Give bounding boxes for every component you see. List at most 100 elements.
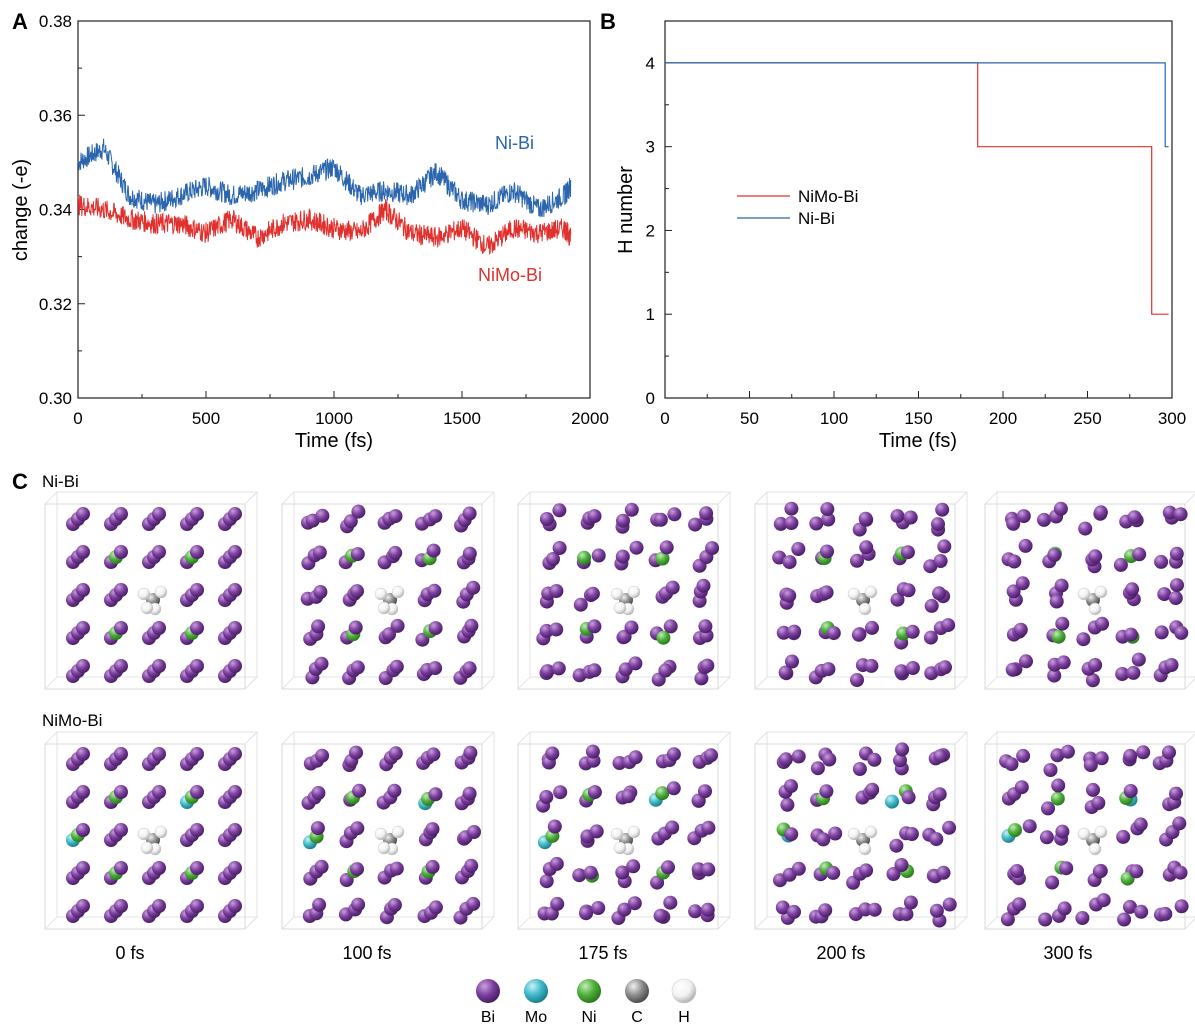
cell-edge — [481, 491, 495, 505]
atom-bi — [1045, 875, 1060, 890]
atom-bi — [699, 506, 714, 521]
atom-bi — [1154, 554, 1169, 569]
atom-bi — [152, 747, 166, 761]
snapshot-box — [754, 491, 968, 690]
cell-front — [984, 503, 1186, 690]
atom-bi — [867, 902, 882, 917]
panel-b-line-ni-bi — [665, 62, 1169, 148]
atom-bi — [809, 516, 824, 531]
atom-bi — [776, 625, 791, 640]
legend-atom-label-c: C — [631, 1009, 643, 1025]
atom-h — [377, 601, 391, 615]
atom-bi — [1094, 751, 1109, 766]
atom-bi — [539, 790, 554, 804]
cell-edge — [244, 916, 258, 930]
atom-bi — [1132, 547, 1147, 562]
atom-h — [610, 587, 624, 601]
cell-back — [529, 491, 731, 678]
atom-bi — [550, 896, 565, 911]
panel-b-series — [665, 62, 1169, 315]
atom-bi — [1115, 667, 1130, 681]
atom-bi — [661, 860, 675, 875]
snapshot-box — [281, 491, 495, 690]
atom-bi — [1131, 652, 1146, 667]
atom-bi — [552, 541, 567, 555]
atom-ni — [1051, 629, 1066, 644]
atom-bi — [886, 867, 901, 881]
atom-bi — [704, 748, 718, 763]
atom-bi — [190, 545, 204, 559]
atom-bi — [350, 584, 364, 599]
atom-bi — [923, 559, 938, 574]
atom-bi — [924, 598, 939, 613]
atom-bi — [228, 583, 242, 597]
cell-edge — [717, 491, 731, 505]
atom-bi — [428, 509, 443, 524]
atom-bi — [463, 745, 478, 760]
atom-bi — [865, 620, 879, 635]
atom-bi — [1085, 673, 1100, 688]
atom-bi — [850, 553, 864, 568]
atom-bi — [865, 782, 880, 797]
legend-atom-h — [671, 978, 697, 1004]
cell-edge — [717, 916, 731, 930]
panel-b-xtick-label: 50 — [740, 409, 759, 428]
atom-bi — [658, 663, 673, 678]
atom-bi — [929, 832, 944, 847]
atom-bi — [114, 507, 128, 521]
atom-bi — [387, 783, 402, 798]
cell-edge — [517, 731, 531, 745]
atom-bi — [311, 619, 326, 634]
atom-bi — [901, 583, 916, 598]
panel-a-ytick-label: 0.38 — [39, 12, 72, 31]
atom-bi — [1134, 904, 1149, 919]
atom-bi — [784, 779, 798, 794]
atom-bi — [549, 622, 564, 637]
atom-bi — [466, 580, 481, 595]
cell-edge — [754, 491, 768, 505]
atom-bi — [114, 583, 128, 597]
atom-bi — [1051, 778, 1066, 793]
atom-bi — [1038, 912, 1053, 927]
atom-bi — [931, 517, 945, 532]
atom-bi — [387, 898, 402, 912]
cell-edge — [1184, 733, 1195, 745]
atom-bi — [1057, 901, 1072, 916]
atom-ni — [1008, 823, 1022, 838]
atom-bi — [935, 502, 950, 517]
atom-h — [1077, 827, 1091, 841]
atom-bi — [894, 664, 909, 679]
atom-bi — [462, 546, 477, 561]
atom-bi — [312, 545, 327, 560]
atom-bi — [905, 661, 920, 675]
atom-bi — [698, 784, 712, 799]
atom-bi — [546, 552, 560, 566]
atom-bi — [1039, 830, 1054, 845]
atom-bi — [426, 747, 441, 762]
panel-b-ytick-label: 2 — [646, 221, 655, 240]
atom-bi — [929, 903, 944, 918]
atom-bi — [545, 746, 560, 761]
atom-bi — [653, 512, 668, 527]
atom-bi — [615, 549, 630, 564]
atom-bi — [890, 592, 905, 607]
atom-bi — [791, 861, 806, 876]
atom-bi — [659, 540, 674, 555]
atom-bi — [1154, 625, 1169, 640]
cell-back — [529, 731, 731, 918]
cell-edge — [754, 916, 768, 930]
cell-edge — [281, 676, 295, 690]
atom-bi — [894, 858, 909, 872]
atom-bi — [1173, 865, 1188, 880]
atom-bi — [312, 897, 327, 912]
atom-bi — [778, 665, 793, 680]
atom-bi — [701, 862, 716, 877]
atom-bi — [591, 548, 606, 563]
cell-edge — [44, 676, 58, 690]
atom-bi — [1123, 899, 1137, 914]
atom-bi — [1123, 784, 1138, 798]
atom-bi — [351, 504, 366, 519]
atom-bi — [621, 789, 636, 804]
atom-bi — [867, 752, 882, 767]
atom-bi — [696, 578, 711, 593]
